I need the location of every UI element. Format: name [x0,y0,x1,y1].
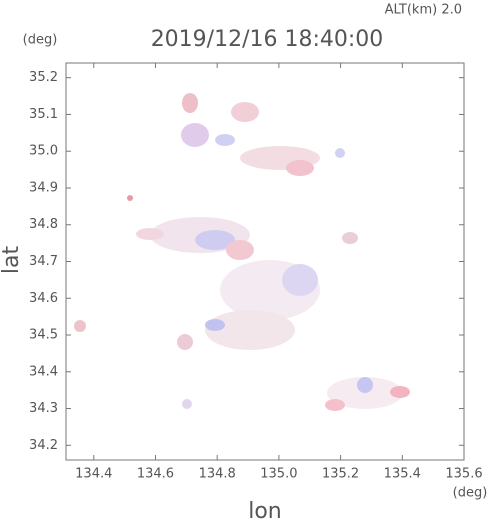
echo-field [74,93,410,411]
x-tick-label: 134.4 [75,467,112,482]
y-tick-label: 34.2 [29,438,58,453]
subtitle: ALT(km) 2.0 [385,3,462,18]
x-tick-label: 134.8 [199,467,236,482]
y-tick-label: 34.4 [29,364,58,379]
y-tick-label: 34.7 [29,254,58,269]
y-tick-label: 34.9 [29,180,58,195]
y-tick-label: 35.0 [29,144,58,159]
x-tick-label: 135.2 [322,467,359,482]
x-label: lon [248,499,282,521]
y-unit: (deg) [23,33,58,48]
x-tick-label: 134.6 [137,467,174,482]
x-unit: (deg) [453,486,488,501]
y-tick-label: 34.3 [29,401,58,416]
y-tick-label: 35.1 [29,107,58,122]
y-label: lat [0,246,24,275]
x-tick-label: 135.6 [445,467,482,482]
chart-title: 2019/12/16 18:40:00 [151,27,384,52]
y-tick-label: 34.6 [29,291,58,306]
y-tick-label: 34.5 [29,328,58,343]
x-tick-label: 135.4 [384,467,421,482]
y-tick-label: 34.8 [29,217,58,232]
x-tick-label: 135.0 [260,467,297,482]
y-tick-label: 35.2 [29,70,58,85]
